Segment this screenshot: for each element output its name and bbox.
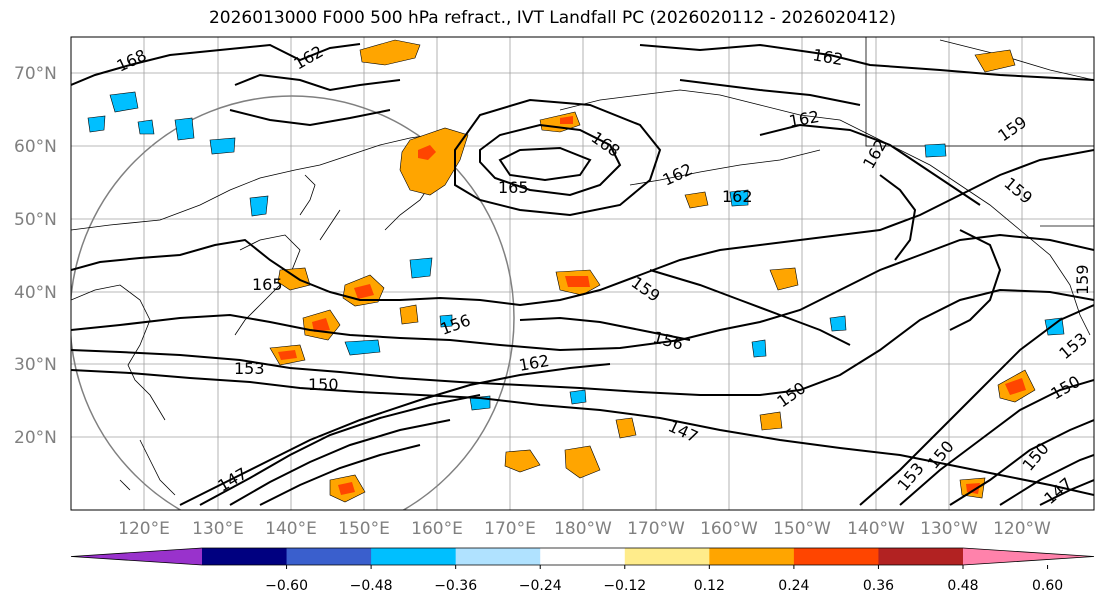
lon-label: 130°W [920,519,978,539]
lon-label: 130°E [192,519,244,539]
colorbar-segment [455,548,541,565]
colorbar-tick-label: −0.24 [519,578,562,594]
colorbar-tick-label: −0.12 [603,578,646,594]
lon-label: 170°W [627,519,685,539]
lat-label: 70°N [14,64,57,84]
lon-label: 180°W [554,519,612,539]
colorbar-tick-label: −0.36 [434,578,477,594]
colorbar-tick-label: 0.24 [778,578,809,594]
lon-label: 160°W [700,519,758,539]
lon-label: 140°W [847,519,905,539]
colorbar-outline [70,547,1095,566]
colorbar-segment [202,548,288,565]
colorbar-segment [709,548,795,565]
lon-label: 170°E [484,519,536,539]
lon-label: 120°E [118,519,170,539]
lat-label: 30°N [14,355,57,375]
latitude-labels: 70°N 60°N 50°N 40°N 30°N 20°N [14,64,57,448]
colorbar-segment [540,548,626,565]
contour-label: 159 [1073,264,1092,295]
colorbar-tick-label: 0.60 [1032,578,1063,594]
lon-label: 120°W [993,519,1051,539]
colorbar-tick-label: 0.12 [694,578,725,594]
colorbar-segment [793,548,879,565]
colorbar-segment [878,548,964,565]
colorbar-tick-label: 0.48 [947,578,978,594]
longitude-labels: 120°E 130°E 140°E 150°E 160°E 170°E 180°… [118,519,1051,539]
colorbar-tick-label: −0.60 [265,578,308,594]
contour-label: 165 [498,178,529,197]
colorbar-segment [371,548,457,565]
lon-label: 160°E [411,519,463,539]
lat-label: 60°N [14,137,57,157]
colorbar-tick-label: −0.48 [350,578,393,594]
lat-label: 50°N [14,210,57,230]
colorbar-segment [624,548,710,565]
contour-label: 153 [234,359,265,378]
colorbar-extend-low [71,548,202,565]
lat-label: 40°N [14,283,57,303]
contour-labels: 168 162 162 162 159 168 165 162 162 159 … [114,42,1092,508]
contour-label: 162 [722,187,753,206]
colorbar-segment [286,548,372,565]
contour-label: 150 [308,375,339,394]
lon-label: 150°E [338,519,390,539]
contour-lines [71,43,1094,506]
map-title: 2026013000 F000 500 hPa refract., IVT La… [208,8,896,28]
lon-label: 140°E [265,519,317,539]
contour-label: 165 [252,275,283,294]
colorbar-extend-high [963,548,1094,565]
anomaly-fills [87,39,1065,503]
colorbar: −0.60 −0.48 −0.36 −0.24 −0.12 0.12 0.24 0.36 0.4… [70,547,1095,594]
lat-label: 20°N [14,428,57,448]
map-panel: 168 162 162 162 159 168 165 162 162 159 … [71,37,1094,510]
colorbar-tick-label: 0.36 [863,578,894,594]
lon-label: 150°W [773,519,831,539]
range-circle [71,95,515,510]
map-frame [70,36,1095,511]
